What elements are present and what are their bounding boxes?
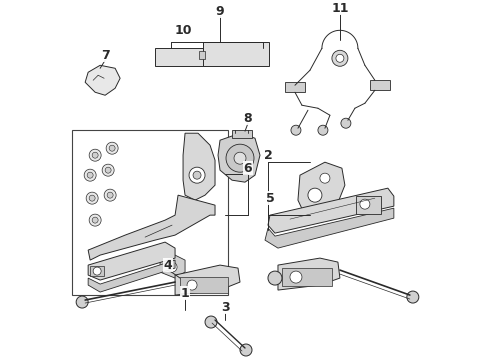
Polygon shape [85,65,120,95]
Bar [72,130,228,295]
Polygon shape [183,133,215,200]
Bar [232,130,252,138]
Bar [285,82,305,92]
Circle shape [234,152,246,164]
Bar [155,48,205,66]
Text: 10: 10 [174,24,192,37]
Text: 2: 2 [264,149,272,162]
Polygon shape [218,133,260,182]
Circle shape [87,172,93,178]
Circle shape [360,199,370,209]
Polygon shape [268,188,394,233]
Circle shape [89,149,101,161]
Circle shape [226,144,254,172]
Polygon shape [88,195,215,260]
Circle shape [193,171,201,179]
Circle shape [189,167,205,183]
Circle shape [318,125,328,135]
Bar [356,196,381,214]
Circle shape [290,271,302,283]
Circle shape [268,271,282,285]
Circle shape [105,167,111,173]
Circle shape [86,192,98,204]
Text: 3: 3 [220,301,229,314]
Circle shape [291,125,301,135]
Polygon shape [175,265,240,295]
Bar [203,42,269,66]
Circle shape [308,188,322,202]
Text: 4: 4 [164,258,172,271]
Circle shape [336,54,344,62]
Text: 8: 8 [244,112,252,125]
Circle shape [106,142,118,154]
Circle shape [92,217,98,223]
Circle shape [104,189,116,201]
Text: 1: 1 [181,287,190,300]
Text: 9: 9 [216,5,224,18]
Polygon shape [298,162,345,218]
Polygon shape [278,258,340,290]
Circle shape [187,280,197,290]
Text: 7: 7 [101,49,109,62]
Text: 11: 11 [331,2,349,15]
Bar [199,51,205,59]
Circle shape [89,214,101,226]
Circle shape [320,173,330,183]
Circle shape [92,152,98,158]
Circle shape [205,316,217,328]
Circle shape [407,291,419,303]
Polygon shape [160,255,185,278]
Bar [370,80,390,90]
Circle shape [341,118,351,128]
Circle shape [109,145,115,151]
Bar [180,277,228,293]
Circle shape [102,164,114,176]
Circle shape [107,192,113,198]
Circle shape [76,296,88,308]
Bar [282,268,332,286]
Text: 5: 5 [266,192,274,204]
Circle shape [240,344,252,356]
Circle shape [89,195,95,201]
Polygon shape [88,242,175,280]
Circle shape [84,169,96,181]
Polygon shape [265,208,394,248]
Circle shape [167,262,177,272]
Circle shape [93,267,101,275]
Text: 6: 6 [244,162,252,175]
Polygon shape [88,260,175,292]
Bar [90,266,104,276]
Circle shape [332,50,348,66]
